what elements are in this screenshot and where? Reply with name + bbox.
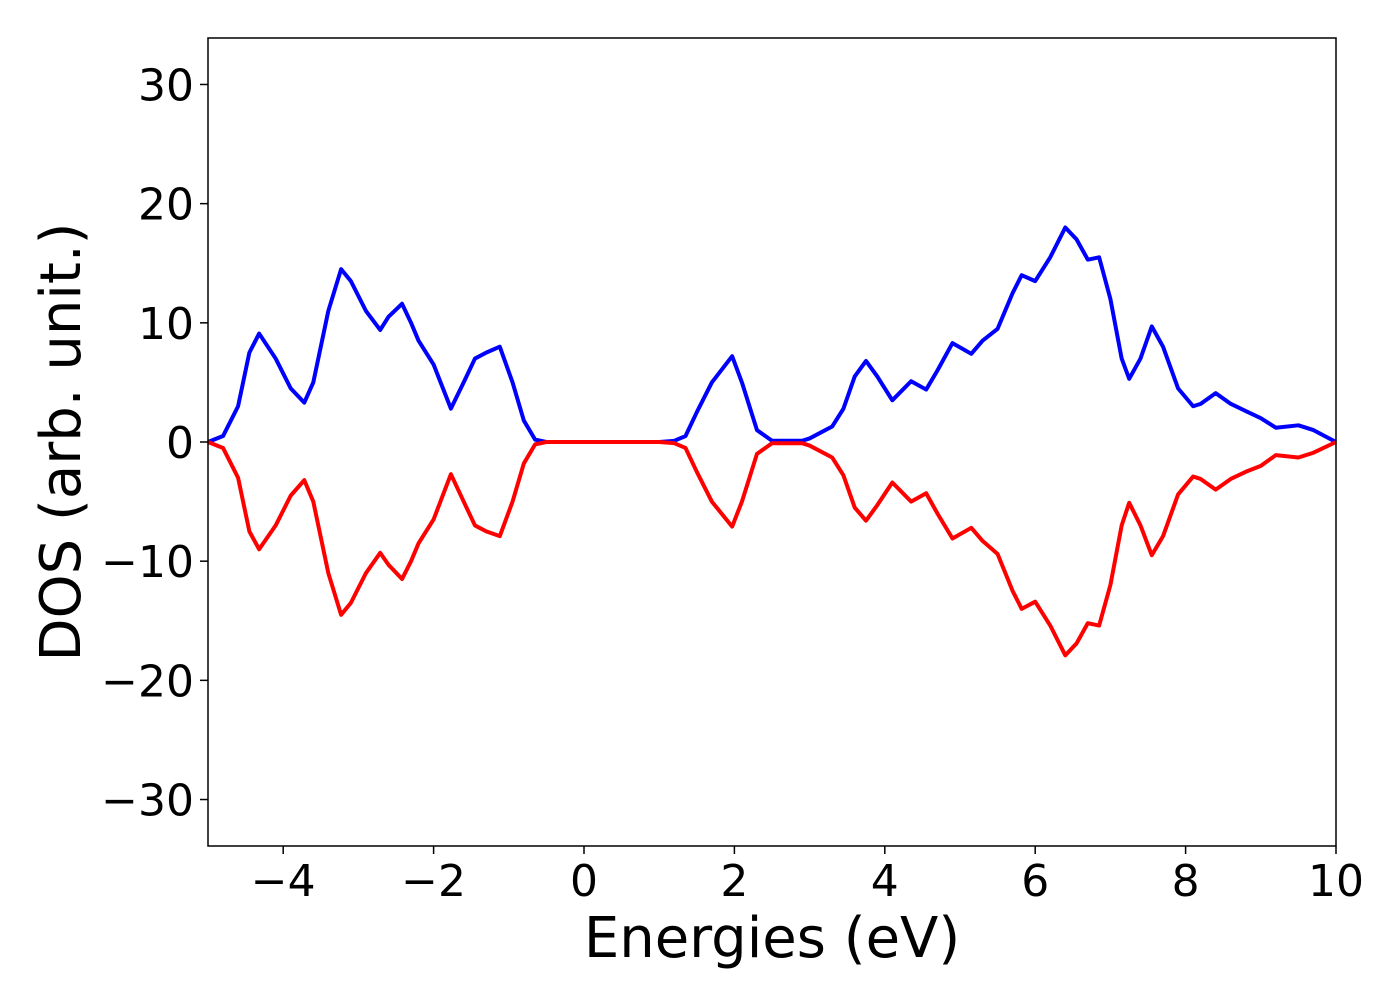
y-axis-label: DOS (arb. unit.) bbox=[29, 222, 94, 661]
x-tick-label: 10 bbox=[1308, 856, 1364, 907]
x-tick-label: 4 bbox=[871, 856, 899, 907]
x-tick-label: −4 bbox=[251, 856, 316, 907]
y-tick-label: 30 bbox=[138, 60, 194, 111]
dos-line bbox=[207, 225, 1337, 444]
x-tick-label: 0 bbox=[570, 856, 598, 907]
y-tick-label: −10 bbox=[101, 537, 194, 588]
x-axis-label: Energies (eV) bbox=[584, 906, 960, 971]
y-tick-label: 20 bbox=[138, 180, 194, 231]
y-tick-label: −20 bbox=[101, 656, 194, 707]
x-tick-label: −2 bbox=[401, 856, 466, 907]
x-tick-label: 2 bbox=[720, 856, 748, 907]
x-tick-label: 6 bbox=[1021, 856, 1049, 907]
x-tick-label: 8 bbox=[1172, 856, 1200, 907]
plot-frame bbox=[207, 37, 1337, 847]
y-tick-label: 10 bbox=[138, 299, 194, 350]
y-tick-label: 0 bbox=[166, 418, 194, 469]
y-tick-label: −30 bbox=[101, 776, 194, 827]
dos-line bbox=[207, 440, 1337, 658]
